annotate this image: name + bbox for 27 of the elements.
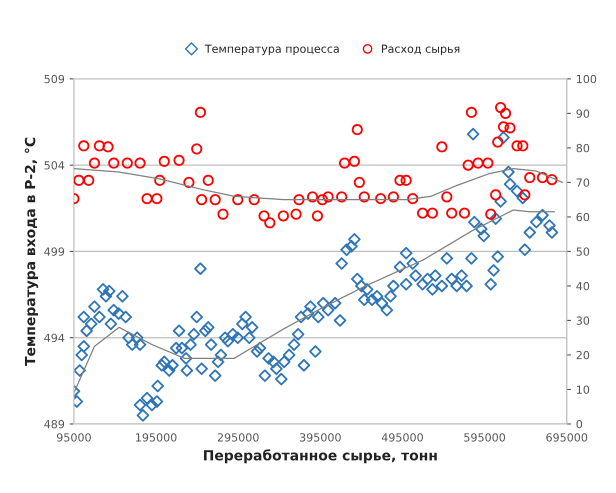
x-tick-label: 495000 <box>382 433 423 442</box>
x-axis-title: Переработанное сырье, тонн <box>204 449 437 464</box>
x-tick-label: 595000 <box>464 433 506 442</box>
y2-tick-label: 70 <box>576 178 590 187</box>
y2-tick-label: 20 <box>576 350 590 360</box>
y2-tick-label: 0 <box>576 420 582 428</box>
legend-label: Расход сырья <box>382 44 460 56</box>
y-axis-title: Температура входа в Р-2, °С <box>24 138 38 366</box>
x-tick-label: 395000 <box>300 433 341 442</box>
y-tick-label: 494 <box>44 334 64 342</box>
y2-tick-label: 30 <box>576 316 590 325</box>
y2-tick-label: 100 <box>576 74 596 84</box>
y-tick-label: 509 <box>44 74 64 84</box>
y2-tick-label: 80 <box>576 144 590 152</box>
y2-tick-label: 90 <box>576 109 590 118</box>
y-tick-label: 489 <box>44 420 64 428</box>
y2-tick-label: 10 <box>576 385 590 394</box>
x-tick-label: 295000 <box>218 433 259 442</box>
x-tick-label: 195000 <box>136 433 177 442</box>
x-tick-label: 95000 <box>56 433 91 442</box>
y2-tick-label: 40 <box>576 282 590 290</box>
legend-label: Температура процесса <box>204 44 339 56</box>
y-tick-label: 504 <box>44 161 64 170</box>
y2-tick-label: 50 <box>576 247 590 256</box>
y-tick-label: 499 <box>44 247 64 256</box>
y2-tick-label: 60 <box>576 212 590 222</box>
x-tick-label: 695000 <box>546 433 588 442</box>
